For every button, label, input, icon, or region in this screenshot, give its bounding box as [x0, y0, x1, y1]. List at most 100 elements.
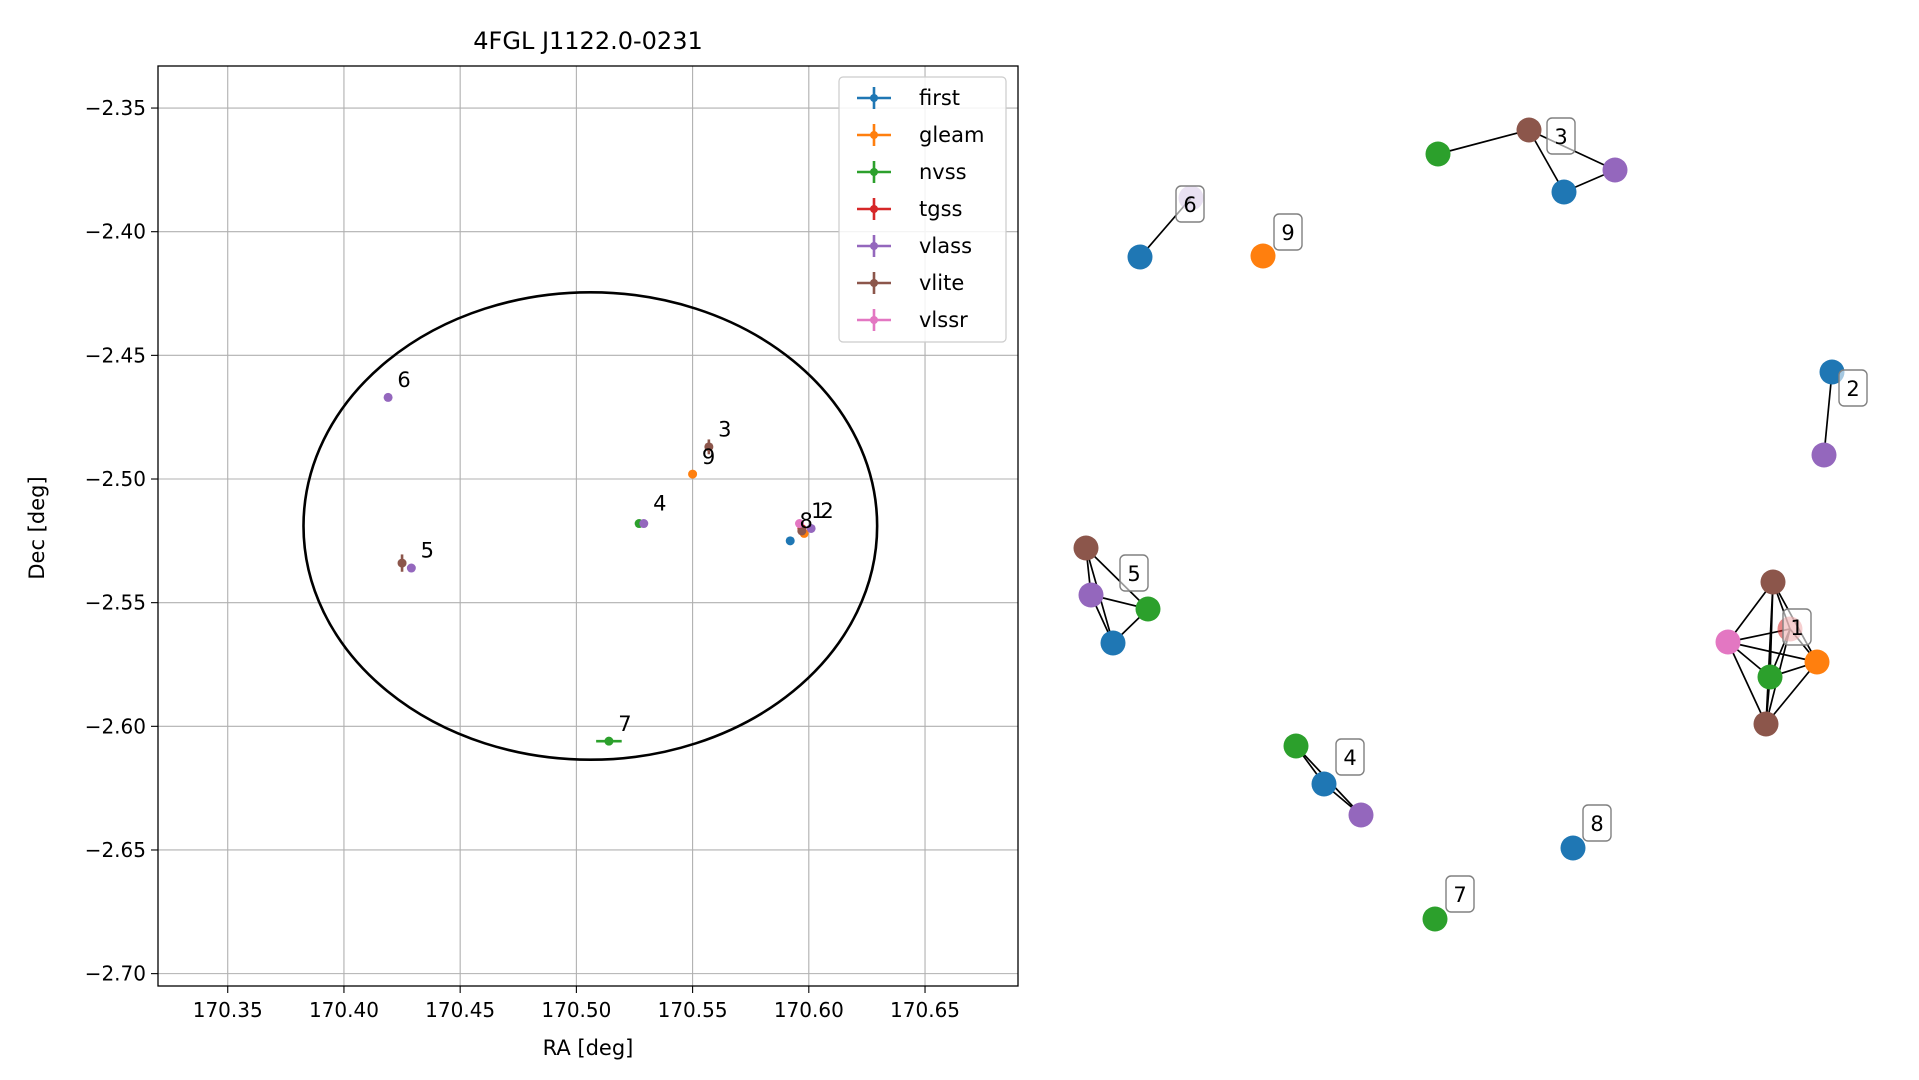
network-panel: 6 9 3 2 5 1 4 8 7 — [1073, 117, 1868, 932]
network-node — [1078, 582, 1104, 608]
network-label: 8 — [1582, 804, 1612, 842]
network-node — [1425, 141, 1451, 167]
localization-ellipse — [302, 290, 879, 762]
network-node — [1422, 906, 1448, 932]
legend-swatch-marker — [870, 168, 878, 176]
legend-entry-vlass: vlass — [857, 234, 972, 258]
y-tick-label: −2.60 — [85, 714, 146, 738]
error-ellipse-layer — [302, 290, 879, 762]
legend-swatch-marker — [870, 316, 878, 324]
marker-gleam — [688, 469, 698, 479]
point-vlite — [397, 554, 407, 572]
network-label-text: 6 — [1183, 193, 1196, 217]
network-node — [1516, 117, 1542, 143]
grid — [158, 66, 1018, 986]
network-label-text: 7 — [1453, 883, 1466, 907]
chart-title: 4FGL J1122.0-0231 — [473, 27, 702, 55]
point-nvss — [596, 736, 622, 746]
legend-swatch-marker — [870, 242, 878, 250]
legend-label: tgss — [919, 197, 962, 221]
network-node — [1311, 771, 1337, 797]
x-tick-label: 170.65 — [890, 998, 960, 1022]
legend-entry-vlite: vlite — [857, 271, 964, 295]
legend-entry-tgss: tgss — [857, 197, 962, 221]
marker-vlass — [406, 563, 416, 573]
point-vlass — [383, 392, 393, 402]
point-vlass — [806, 523, 816, 533]
marker-vlass — [383, 392, 393, 402]
point-label: 3 — [718, 418, 731, 442]
legend-label: first — [919, 86, 960, 110]
marker-first — [785, 536, 795, 546]
network-label-text: 5 — [1127, 562, 1140, 586]
network-edge — [1727, 641, 1818, 663]
network-label: 4 — [1335, 738, 1365, 776]
network-edge — [1437, 129, 1530, 155]
network-node — [1804, 649, 1830, 675]
y-tick-label: −2.40 — [85, 220, 146, 244]
marker-vlite — [704, 442, 714, 452]
network-node — [1602, 157, 1628, 183]
point-vlssr — [795, 519, 805, 529]
legend-label: vlssr — [919, 308, 968, 332]
marker-vlssr — [795, 519, 805, 529]
network-edge — [1823, 371, 1833, 456]
network-node — [1283, 733, 1309, 759]
point-label: 5 — [421, 539, 434, 563]
data-points — [383, 392, 816, 746]
y-tick-label: −2.65 — [85, 838, 146, 862]
x-tick-label: 170.55 — [658, 998, 728, 1022]
point-label: 6 — [397, 368, 410, 392]
network-label-text: 4 — [1343, 746, 1356, 770]
point-label: 1 — [811, 499, 824, 523]
legend-entry-nvss: nvss — [857, 160, 967, 184]
axes-frame — [157, 65, 1019, 987]
point-label: 4 — [653, 492, 666, 516]
y-axis-label: Dec [deg] — [25, 476, 49, 579]
legend-entry-first: first — [857, 86, 960, 110]
network-label-box — [1273, 213, 1303, 251]
legend-swatch-marker — [870, 279, 878, 287]
point-first — [785, 536, 795, 546]
marker-vlite — [397, 558, 407, 568]
legend-label: vlite — [919, 271, 964, 295]
legend-label: nvss — [919, 160, 967, 184]
x-tick-label: 170.40 — [309, 998, 379, 1022]
network-label: 6 — [1175, 185, 1205, 223]
point-vlite — [704, 439, 714, 455]
network-node — [1760, 569, 1786, 595]
legend-label: gleam — [919, 123, 984, 147]
network-label-box — [1582, 804, 1612, 842]
network-label: 1 — [1782, 608, 1812, 646]
legend: first gleam nvss tgss vlass vlite vlssr — [838, 76, 1007, 343]
network-edge — [1085, 547, 1149, 610]
network-node — [1819, 359, 1845, 385]
legend-box — [838, 76, 1007, 343]
network-node — [1560, 835, 1586, 861]
scatter-panel: 6 39 4 812 5 7 170.35 170.40 170.45 170.50 170.55… — [25, 27, 1019, 1060]
point-vlass — [639, 519, 649, 529]
network-node — [1753, 711, 1779, 737]
x-tick-label: 170.60 — [774, 998, 844, 1022]
network-label: 3 — [1546, 117, 1576, 155]
y-axis-ticks: −2.35 −2.40 −2.45 −2.50 −2.55 −2.60 −2.65 −2.70 — [85, 96, 158, 986]
y-tick-label: −2.35 — [85, 96, 146, 120]
network-label-text: 9 — [1281, 221, 1294, 245]
marker-nvss — [604, 736, 614, 746]
point-gleam — [688, 469, 698, 479]
legend-entry-gleam: gleam — [857, 123, 984, 147]
network-label-text: 1 — [1790, 616, 1803, 640]
network-edge — [1765, 661, 1818, 725]
network-node — [1127, 244, 1153, 270]
marker-vlass — [639, 519, 649, 529]
network-label-text: 8 — [1590, 812, 1603, 836]
network-label-text: 2 — [1846, 377, 1859, 401]
legend-entry-vlssr: vlssr — [857, 308, 968, 332]
network-node — [1811, 442, 1837, 468]
legend-swatch-marker — [870, 94, 878, 102]
network-node — [1135, 596, 1161, 622]
point-vlite — [797, 526, 807, 536]
network-label: 7 — [1445, 875, 1475, 913]
legend-swatch-marker — [870, 205, 878, 213]
legend-label: vlass — [919, 234, 972, 258]
